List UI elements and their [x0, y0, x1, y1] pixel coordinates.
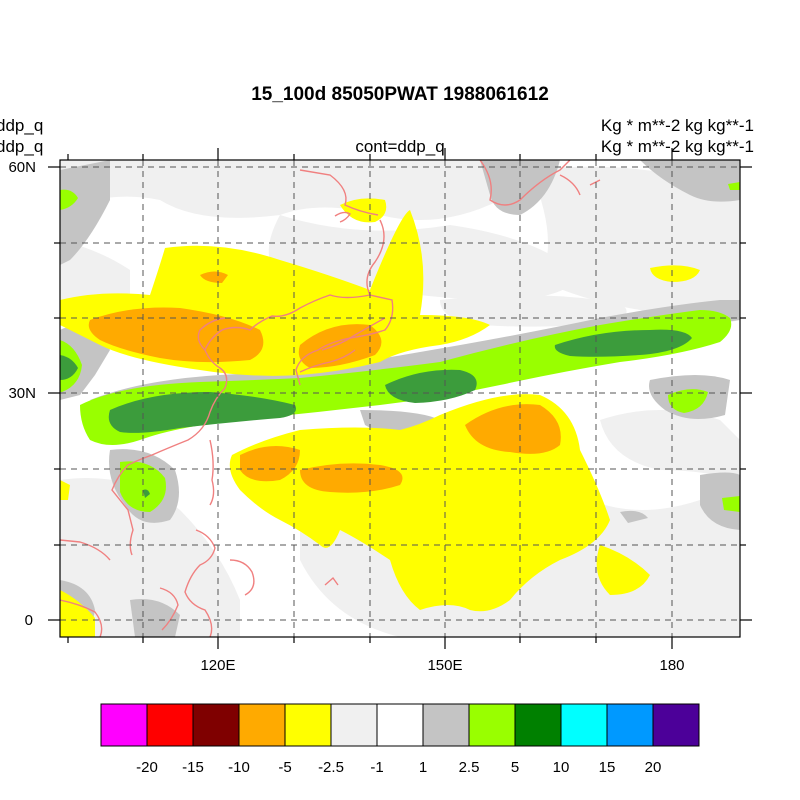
colorbar-swatch — [146, 703, 194, 747]
coastlines — [60, 160, 601, 637]
colorbar-swatch — [284, 703, 332, 747]
lon-label-120e: 120E — [200, 657, 235, 674]
left-string-2: ddp_q — [0, 137, 44, 156]
center-subtitle: cont=ddp_q — [355, 137, 445, 156]
colorbar-swatch — [560, 703, 608, 747]
plot-title: 15_100d 85050PWAT 1988061612 — [251, 84, 549, 105]
graticule — [60, 160, 740, 637]
colorbar-swatch — [238, 703, 286, 747]
contour-dark-green — [60, 329, 692, 498]
colorbar-label: 1 — [419, 759, 427, 776]
colorbar-label: 10 — [553, 759, 570, 776]
lon-label-150e: 150E — [427, 657, 462, 674]
colorbar-label: 2.5 — [459, 759, 480, 776]
lat-label-0: 0 — [25, 612, 33, 629]
map-panel — [60, 160, 740, 637]
colorbar-label: 5 — [511, 759, 519, 776]
colorbar-swatch — [422, 703, 470, 747]
lat-label-30n: 30N — [8, 385, 36, 402]
colorbar-swatch — [100, 703, 148, 747]
colorbar-swatch — [330, 703, 378, 747]
colorbar-label: -5 — [278, 759, 291, 776]
map-frame — [59, 159, 741, 638]
colorbar-label: -10 — [228, 759, 250, 776]
lon-label-180: 180 — [659, 657, 684, 674]
colorbar: -20 -15 -10 -5 -2.5 -1 1 2.5 5 10 15 20 — [100, 703, 700, 776]
axis-ticks — [48, 148, 752, 649]
contour-orange — [88, 271, 561, 493]
colorbar-swatch — [652, 703, 700, 747]
colorbar-swatch — [376, 703, 424, 747]
colorbar-label: 15 — [599, 759, 616, 776]
colorbar-swatch — [606, 703, 654, 747]
left-string-1: ddp_q — [0, 116, 44, 135]
colorbar-swatch — [192, 703, 240, 747]
colorbar-label: -1 — [370, 759, 383, 776]
lat-label-60n: 60N — [8, 159, 36, 176]
colorbar-swatch — [514, 703, 562, 747]
colorbar-label: -15 — [182, 759, 204, 776]
colorbar-label: 20 — [645, 759, 662, 776]
right-string-2: Kg * m**-2 kg kg**-1 — [600, 137, 754, 156]
colorbar-label: -2.5 — [318, 759, 344, 776]
colorbar-label: -20 — [136, 759, 158, 776]
right-string-1: Kg * m**-2 kg kg**-1 — [600, 116, 754, 135]
colorbar-swatch — [468, 703, 516, 747]
